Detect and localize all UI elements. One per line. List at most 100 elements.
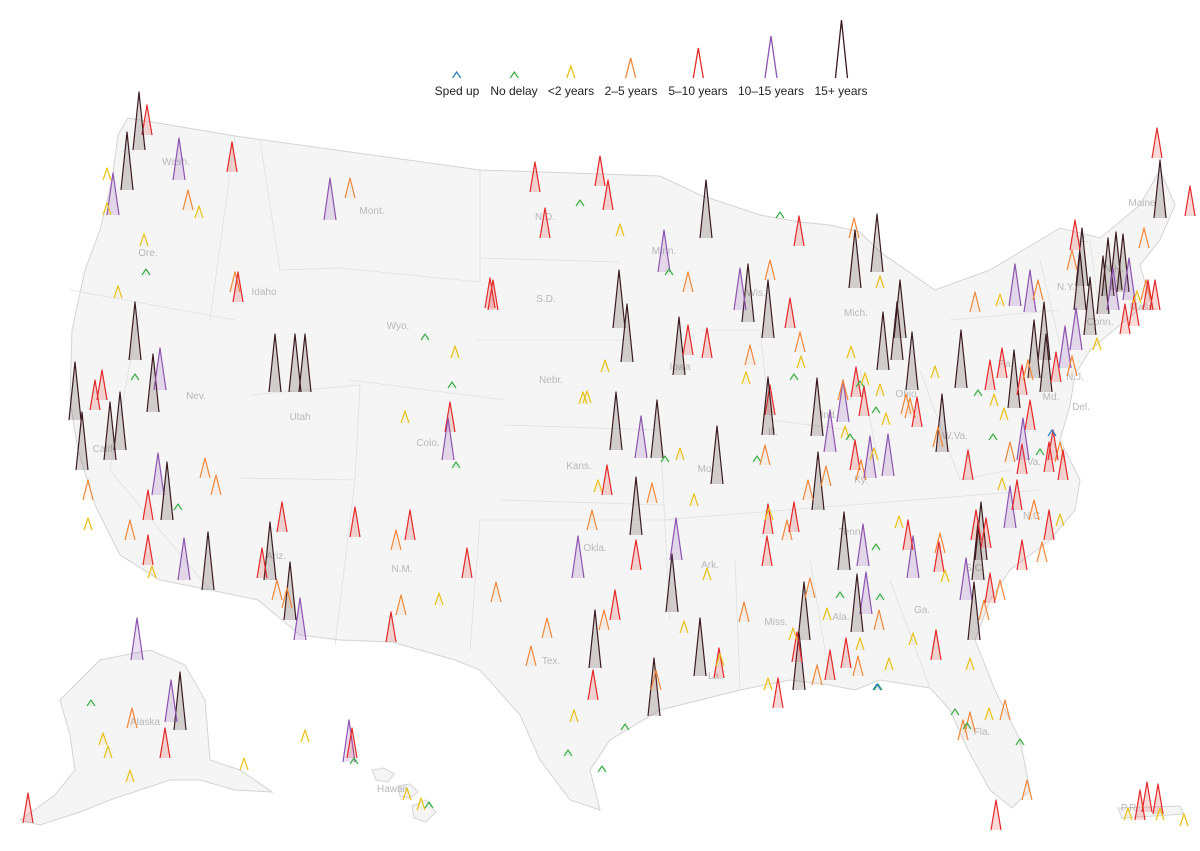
delay-spike-lt-2 bbox=[702, 567, 712, 581]
delay-spike-no-delay bbox=[660, 455, 670, 463]
delay-spike-5-10 bbox=[346, 727, 358, 759]
delay-spike-5-10 bbox=[984, 359, 996, 391]
delay-spike-no-delay bbox=[845, 433, 855, 441]
delay-spike-15-plus bbox=[665, 553, 679, 613]
delay-spike-5-10 bbox=[1016, 539, 1028, 571]
delay-spike-no-delay bbox=[349, 757, 359, 765]
delay-spike-lt-2 bbox=[400, 410, 410, 424]
delay-spike-2-5 bbox=[682, 271, 694, 293]
delay-spike-5-10 bbox=[1119, 303, 1131, 335]
delay-spike-5-10 bbox=[762, 503, 774, 535]
delay-spike-2-5 bbox=[586, 509, 598, 531]
delay-spike-5-10 bbox=[980, 517, 992, 549]
delay-spike-15-plus bbox=[905, 331, 919, 391]
delay-spike-2-5 bbox=[1066, 249, 1078, 271]
state-label: Nev. bbox=[186, 391, 206, 402]
delay-spike-2-5 bbox=[852, 655, 864, 677]
delay-spike-lt-2 bbox=[965, 657, 975, 671]
state-label: Colo. bbox=[416, 438, 439, 449]
delay-spike-10-15 bbox=[823, 409, 837, 453]
state-label: Kans. bbox=[566, 461, 592, 472]
delay-spike-15-plus bbox=[699, 179, 713, 239]
delay-spike-lt-2 bbox=[999, 407, 1009, 421]
delay-spike-no-delay bbox=[950, 708, 960, 716]
delay-spike-2-5 bbox=[969, 291, 981, 313]
state-label: Va. bbox=[1027, 457, 1041, 468]
delay-spike-2-5 bbox=[994, 579, 1006, 601]
delay-spike-2-5 bbox=[794, 331, 806, 353]
delay-spike-lt-2 bbox=[855, 637, 865, 651]
delay-spike-5-10 bbox=[996, 347, 1008, 379]
delay-spike-5-10 bbox=[933, 541, 945, 573]
state-label: N.Y. bbox=[1057, 282, 1075, 293]
delay-spike-no-delay bbox=[420, 333, 430, 341]
delay-spike-2-5 bbox=[1028, 499, 1040, 521]
delay-spike-5-10 bbox=[772, 677, 784, 709]
delay-spike-5-10 bbox=[602, 179, 614, 211]
delay-spike-2-5 bbox=[802, 479, 814, 501]
delay-spike-10-15 bbox=[1016, 417, 1030, 461]
delay-spike-2-5 bbox=[1036, 541, 1048, 563]
legend-label: Sped up bbox=[434, 84, 480, 98]
delay-spike-10-15 bbox=[1069, 307, 1083, 351]
state-label: Idaho bbox=[251, 287, 276, 298]
delay-spike-5-10 bbox=[232, 271, 244, 303]
delay-spike-lt-2 bbox=[416, 797, 426, 811]
delay-spike-lt-2 bbox=[139, 233, 149, 247]
state-label: Maine bbox=[1128, 198, 1156, 209]
delay-spike-lt-2 bbox=[1055, 513, 1065, 527]
delay-spike-lt-2 bbox=[615, 223, 625, 237]
delay-spike-15-plus bbox=[629, 476, 643, 536]
delay-spike-15-plus bbox=[1075, 227, 1089, 287]
delay-spike-10-15 bbox=[634, 415, 648, 459]
delay-spike-5-10 bbox=[159, 727, 171, 759]
state-label: Ore. bbox=[138, 248, 157, 259]
delay-spike-10-15 bbox=[172, 137, 186, 181]
delay-spike-15-plus bbox=[1039, 333, 1053, 393]
delay-spike-15-plus bbox=[935, 393, 949, 453]
delay-spike-lt-2 bbox=[113, 285, 123, 299]
delay-spike-5-10 bbox=[784, 297, 796, 329]
state-label: Del. bbox=[1072, 402, 1090, 413]
delay-spike-15-plus bbox=[68, 361, 82, 421]
delay-spike-10-15 bbox=[1106, 267, 1120, 311]
delay-spike-lt-2 bbox=[995, 293, 1005, 307]
delay-spike-15-plus bbox=[710, 425, 724, 485]
delay-spike-lt-2 bbox=[875, 383, 885, 397]
delay-spike-10-15 bbox=[571, 535, 585, 579]
state-label: Mich. bbox=[844, 308, 868, 319]
legend-item-5-10: 5–10 years bbox=[668, 20, 728, 98]
state-label: Alaska bbox=[130, 717, 160, 728]
delay-spike-lt-2 bbox=[600, 359, 610, 373]
delay-spike-lt-2 bbox=[715, 653, 725, 667]
delay-spike-15-plus bbox=[609, 391, 623, 451]
delay-spike-lt-2 bbox=[763, 677, 773, 691]
delay-spike-15-plus bbox=[650, 399, 664, 459]
delay-spike-lt-2 bbox=[894, 515, 904, 529]
delay-spike-10-15 bbox=[859, 571, 873, 615]
state-label: Nebr. bbox=[539, 375, 563, 386]
state-label: La. bbox=[708, 671, 722, 682]
delay-spike-lt-2 bbox=[869, 447, 879, 461]
state-label: Okla. bbox=[583, 543, 606, 554]
delay-spike-5-10 bbox=[682, 324, 694, 356]
state-label: S.C. bbox=[965, 563, 984, 574]
delay-spike-5-10 bbox=[1043, 509, 1055, 541]
state-label: Pa. bbox=[998, 359, 1013, 370]
delay-spike-no-delay bbox=[424, 801, 434, 809]
state-label: Wis. bbox=[746, 288, 765, 299]
delay-spike-10-15 bbox=[177, 537, 191, 581]
delay-spike-5-10 bbox=[276, 501, 288, 533]
state-label: Mo. bbox=[698, 464, 715, 475]
delay-spike-no-delay bbox=[789, 373, 799, 381]
delay-spike-5-10 bbox=[984, 572, 996, 604]
delay-spike-10-15 bbox=[441, 417, 455, 461]
delay-spike-lt-2 bbox=[984, 707, 994, 721]
delay-spike-15-plus bbox=[113, 391, 127, 451]
delay-spike-lt-2 bbox=[875, 275, 885, 289]
delay-spike-5-10 bbox=[349, 506, 361, 538]
delay-spike-lt-2 bbox=[846, 345, 856, 359]
delay-spike-5-10 bbox=[601, 464, 613, 496]
delay-spike-lt-2 bbox=[675, 447, 685, 461]
delay-spike-2-5 bbox=[900, 393, 912, 415]
